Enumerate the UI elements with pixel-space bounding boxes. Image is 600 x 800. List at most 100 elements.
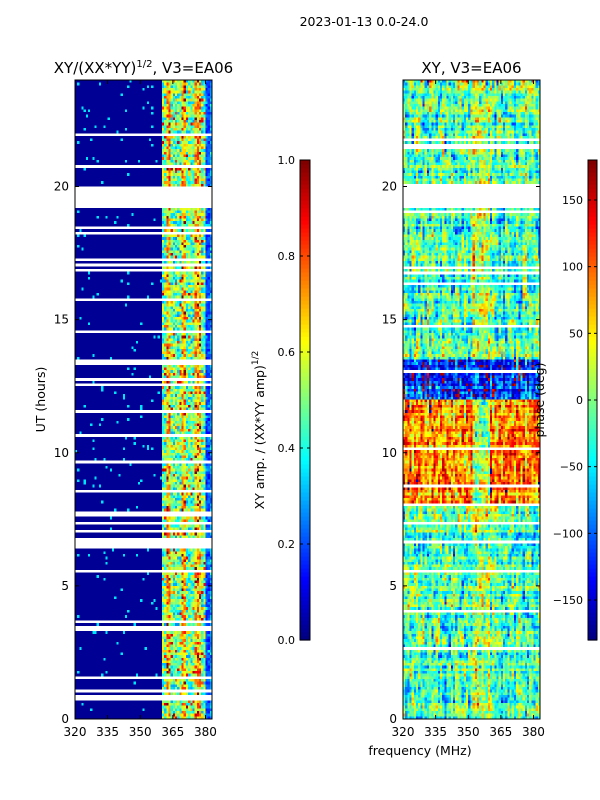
colorbar-segment — [588, 432, 597, 437]
colorbar-segment — [588, 172, 597, 177]
colorbar-segment — [300, 488, 310, 493]
colorbar-label-main: XY amp. / (XX*YY amp) — [252, 365, 267, 509]
colorbar-segment — [300, 528, 310, 533]
y-tick-label: 10 — [382, 446, 397, 460]
colorbar-segment — [588, 420, 597, 425]
colorbar-segment — [300, 356, 310, 361]
colorbar-segment — [588, 596, 597, 601]
colorbar-segment — [300, 264, 310, 269]
colorbar-segment — [300, 256, 310, 261]
colorbar-segment — [300, 224, 310, 229]
colorbar-segment — [300, 620, 310, 625]
colorbar-segment — [588, 304, 597, 309]
colorbar-segment — [300, 456, 310, 461]
axes-frame — [74, 79, 213, 720]
colorbar-segment — [300, 428, 310, 433]
x-tick-label: 320 — [392, 725, 415, 739]
colorbar-segment — [300, 216, 310, 221]
colorbar-segment — [588, 248, 597, 253]
colorbar-segment — [300, 596, 310, 601]
colorbar-segment — [300, 336, 310, 341]
colorbar-segment — [300, 588, 310, 593]
colorbar-segment — [300, 260, 310, 265]
colorbar-tick-label: 0.4 — [278, 442, 296, 455]
colorbar-segment — [588, 264, 597, 269]
colorbar-segment — [300, 616, 310, 621]
colorbar-segment — [588, 404, 597, 409]
panel-title-main: XY, V3=EA06 — [421, 59, 521, 77]
colorbar-segment — [588, 408, 597, 413]
colorbar-segment — [588, 168, 597, 173]
colorbar-segment — [588, 428, 597, 433]
colorbar-segment — [588, 260, 597, 265]
colorbar-segment — [588, 196, 597, 201]
colorbar-segment — [588, 300, 597, 305]
colorbar-segment — [300, 388, 310, 393]
x-tick-label: 380 — [194, 725, 217, 739]
heatmap-image — [75, 80, 212, 719]
colorbar-segment — [300, 580, 310, 585]
colorbar-segment — [588, 476, 597, 481]
colorbar-segment — [588, 472, 597, 477]
colorbar-segment — [300, 484, 310, 489]
colorbar-segment — [300, 592, 310, 597]
colorbar-segment — [300, 436, 310, 441]
colorbar-segment — [300, 284, 310, 289]
colorbar-segment — [588, 608, 597, 613]
colorbar-segment — [588, 632, 597, 637]
colorbar-segment — [588, 460, 597, 465]
colorbar-segment — [300, 568, 310, 573]
colorbar-segment — [588, 456, 597, 461]
colorbar-segment — [300, 416, 310, 421]
colorbar-segment — [300, 268, 310, 273]
x-tick-label: 350 — [129, 725, 152, 739]
colorbar-segment — [300, 188, 310, 193]
colorbar-segment — [588, 536, 597, 541]
colorbar-segment — [300, 560, 310, 565]
colorbar-segment — [588, 452, 597, 457]
colorbar-segment — [300, 332, 310, 337]
y-tick-label: 5 — [389, 579, 397, 593]
colorbar-segment — [300, 408, 310, 413]
colorbar-segment — [300, 536, 310, 541]
colorbar-segment — [588, 504, 597, 509]
colorbar-segment — [588, 360, 597, 365]
colorbar-segment — [588, 564, 597, 569]
colorbar-label: XY amp. / (XX*YY amp)1/2 — [251, 351, 267, 510]
colorbar-segment — [300, 360, 310, 365]
colorbar-segment — [588, 388, 597, 393]
colorbar-segment — [300, 308, 310, 313]
colorbar-segment — [588, 296, 597, 301]
colorbar-segment — [588, 340, 597, 345]
colorbar-segment — [588, 468, 597, 473]
colorbar-label-sup: 1/2 — [251, 351, 261, 365]
y-tick-label: 20 — [54, 180, 69, 194]
colorbar-segment — [588, 232, 597, 237]
colorbar-segment — [300, 228, 310, 233]
colorbar-segment — [300, 348, 310, 353]
colorbar-segment — [588, 600, 597, 605]
y-tick-label: 0 — [61, 712, 69, 726]
colorbar-tick-label: 0 — [576, 394, 583, 407]
colorbar-segment — [588, 164, 597, 169]
colorbar-segment — [588, 392, 597, 397]
colorbar-segment — [300, 320, 310, 325]
colorbar-segment — [588, 208, 597, 213]
colorbar-segment — [300, 340, 310, 345]
colorbar-tick-label: 1.0 — [278, 154, 296, 167]
colorbar-label: phase (deg) — [532, 362, 547, 437]
colorbar: −150 −100 −50 0 50 100 150 phase (deg) — [532, 159, 598, 641]
colorbar-segment — [588, 284, 597, 289]
colorbar-segment — [300, 460, 310, 465]
colorbar-segment — [588, 352, 597, 357]
colorbar-segment — [588, 620, 597, 625]
colorbar-segment — [300, 556, 310, 561]
colorbar-segment — [588, 584, 597, 589]
colorbar-segment — [300, 516, 310, 521]
colorbar-segment — [588, 280, 597, 285]
colorbar: 0.0 0.2 0.4 0.6 0.8 1.0 XY amp. / (XX*YY amp)1… — [251, 154, 311, 647]
colorbar-segment — [588, 612, 597, 617]
colorbar-segment — [300, 304, 310, 309]
colorbar-segment — [588, 256, 597, 261]
